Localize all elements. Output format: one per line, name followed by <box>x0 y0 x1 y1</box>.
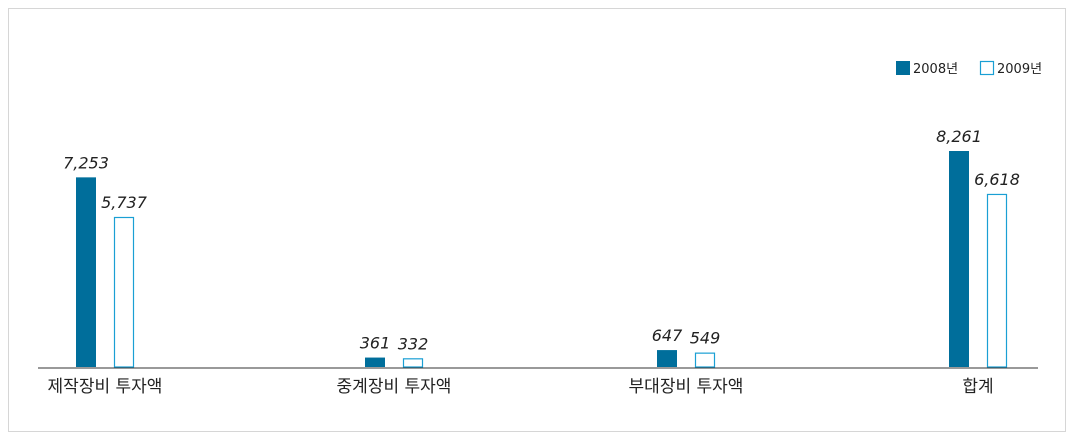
bar-s2008-2 <box>657 350 677 367</box>
value-label-s2008-2: 647 <box>652 326 683 345</box>
value-label-s2009-2: 549 <box>690 329 721 348</box>
category-label-2: 부대장비 투자액 <box>629 377 744 397</box>
value-label-s2009-1: 332 <box>398 334 429 353</box>
bars-group <box>76 151 1008 368</box>
bar-s2009-2 <box>694 352 716 368</box>
bar-s2009-0 <box>113 216 135 368</box>
category-label-1: 중계장비 투자액 <box>337 377 452 397</box>
value-labels-group: 7,253 5,737 361 332 647 549 8,261 6,618 <box>63 127 1020 353</box>
value-label-s2008-1: 361 <box>360 334 391 353</box>
legend-swatch-s2009 <box>979 60 995 76</box>
category-label-0: 제작장비 투자액 <box>48 377 163 397</box>
bar-s2008-1 <box>365 357 385 367</box>
value-label-s2009-3: 6,618 <box>974 170 1020 189</box>
bar-s2009-3 <box>986 193 1008 368</box>
bar-s2009-1 <box>402 358 424 368</box>
legend-swatch-s2008 <box>896 61 910 75</box>
value-label-s2008-3: 8,261 <box>936 127 982 146</box>
value-label-s2009-0: 5,737 <box>101 193 148 212</box>
legend: 2008년 2009년 <box>896 60 1042 77</box>
value-label-s2008-0: 7,253 <box>63 153 109 172</box>
category-label-3: 합계 <box>962 377 993 397</box>
chart-frame <box>8 8 1066 432</box>
bar-s2008-0 <box>76 177 96 367</box>
legend-label-s2008: 2008년 <box>913 62 958 77</box>
category-labels-group: 제작장비 투자액 중계장비 투자액 부대장비 투자액 합계 <box>48 377 994 397</box>
legend-label-s2009: 2009년 <box>997 62 1042 77</box>
bar-s2008-3 <box>949 151 969 367</box>
